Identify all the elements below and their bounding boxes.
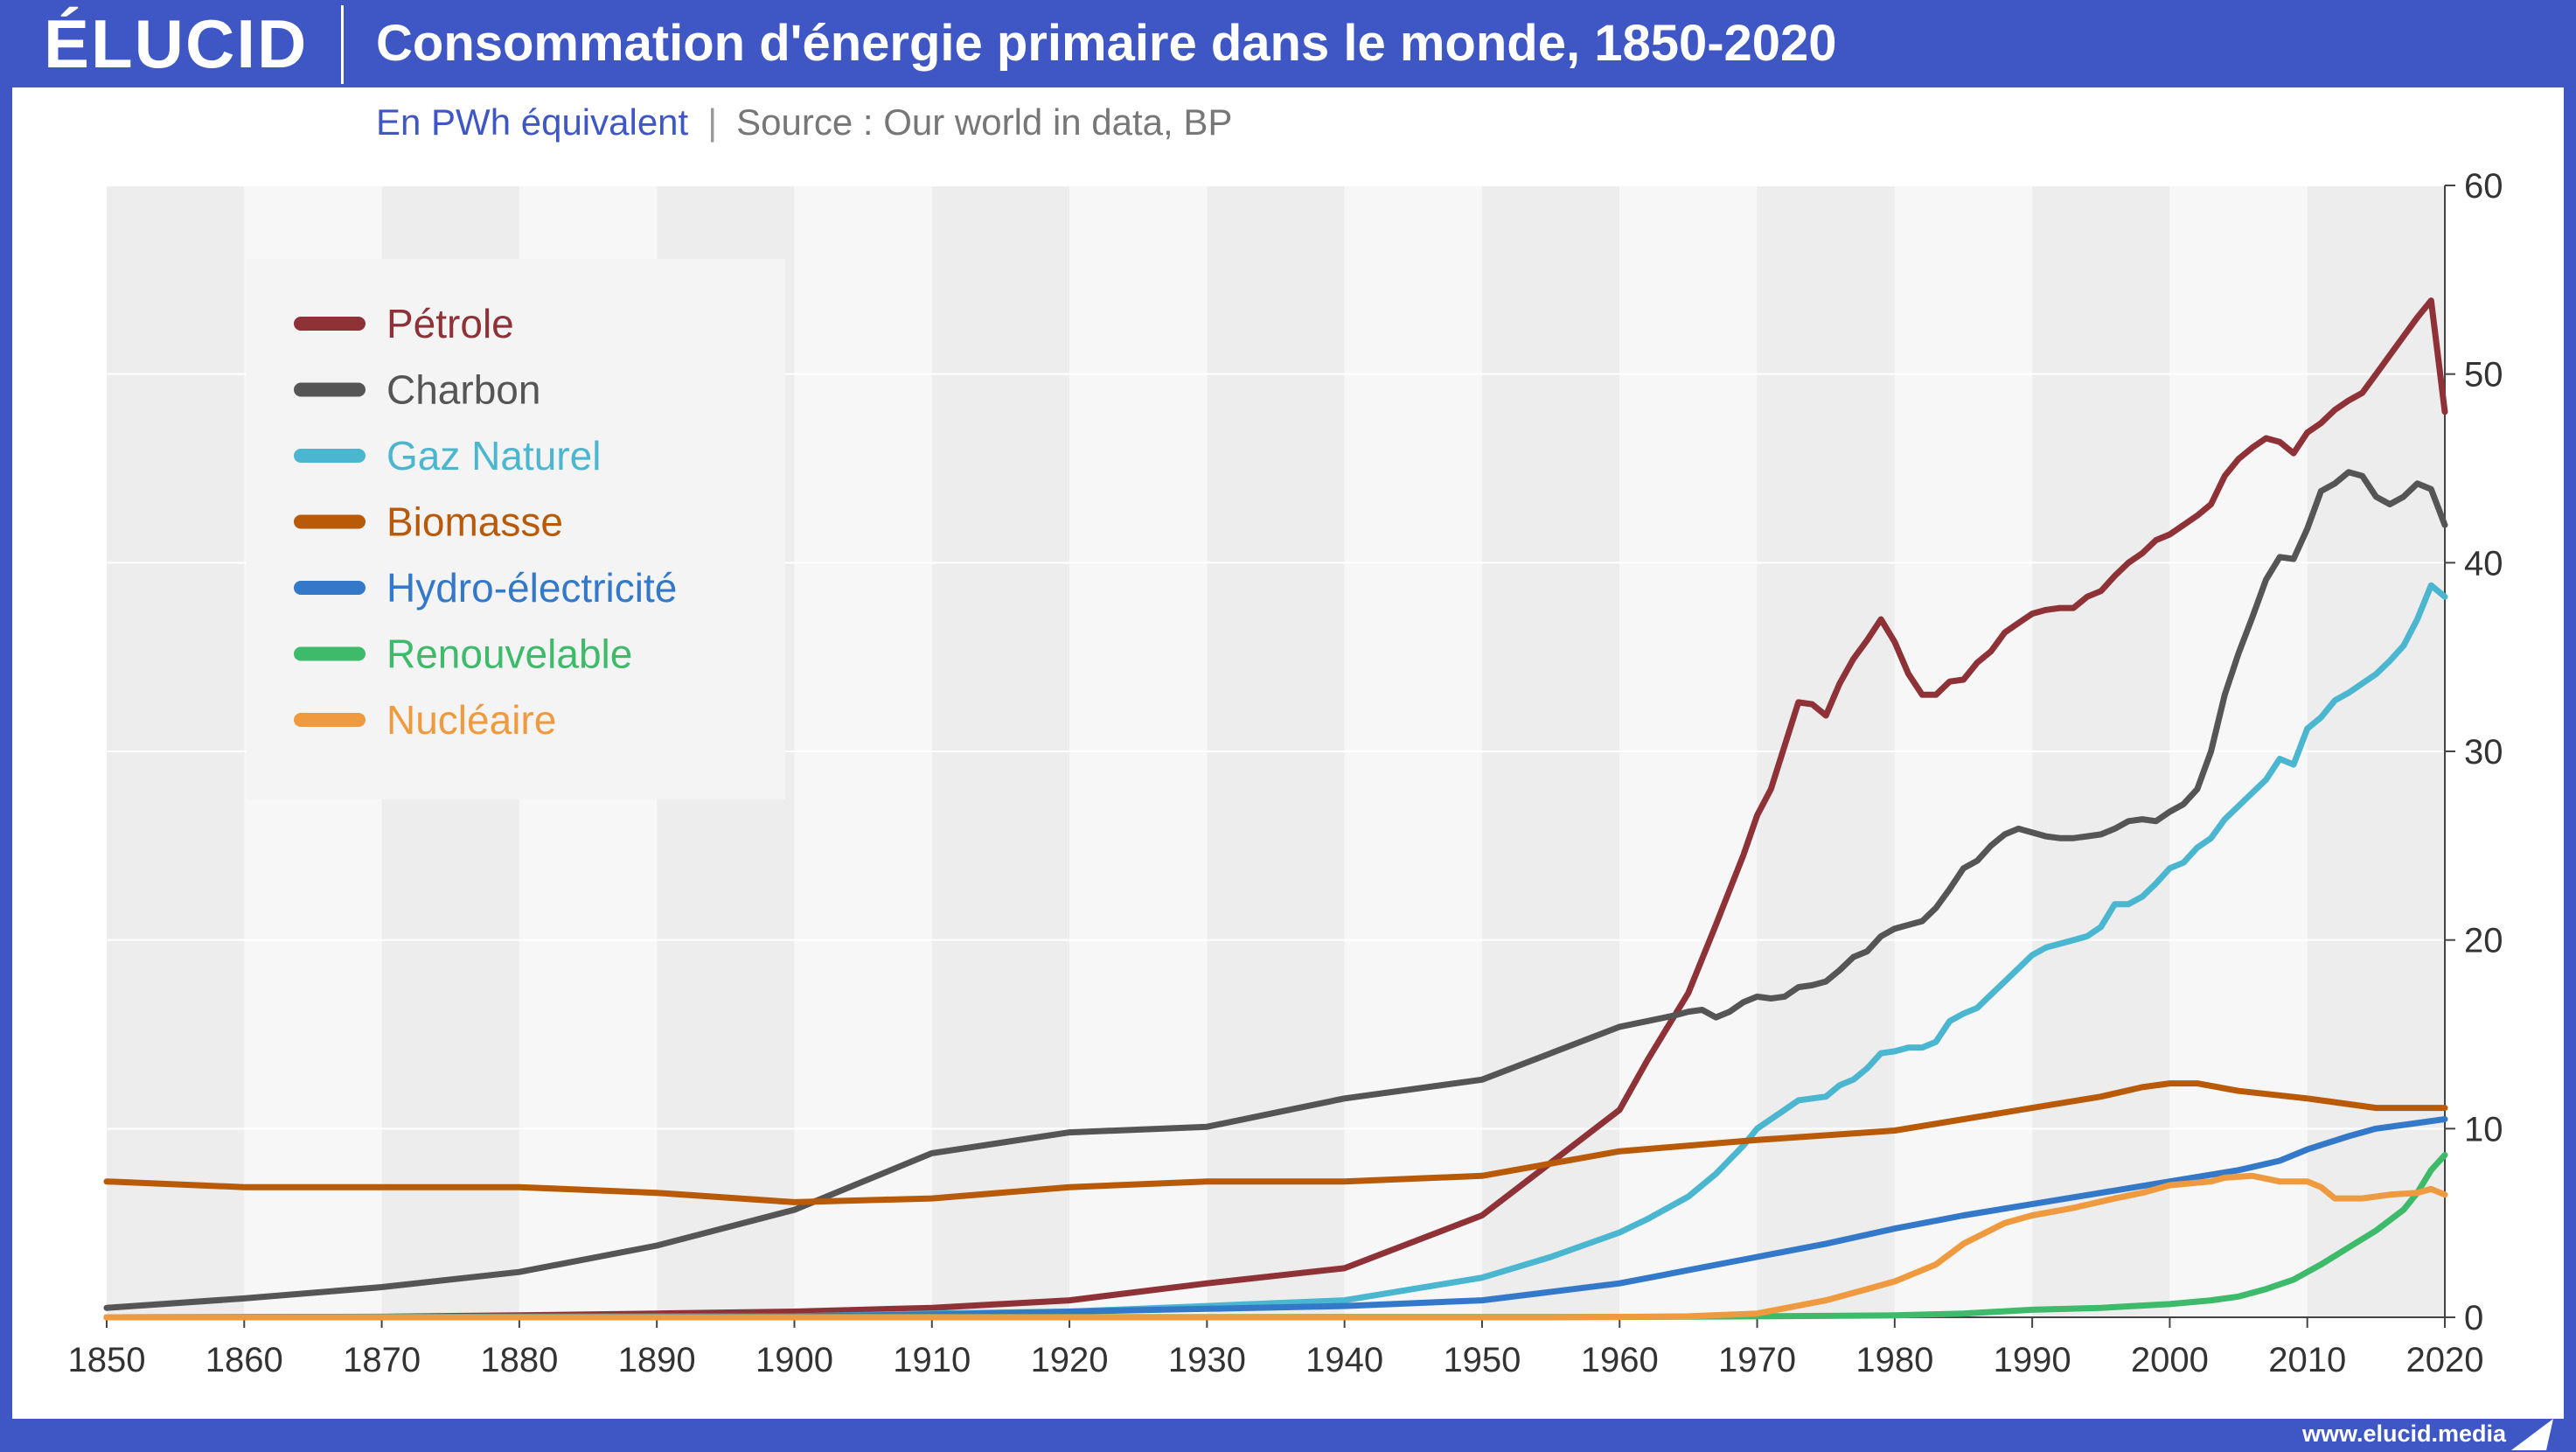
logo-divider xyxy=(341,5,344,84)
legend-label: Renouvelable xyxy=(386,632,632,677)
x-tick-label: 1900 xyxy=(755,1341,833,1379)
x-tick-label: 2020 xyxy=(2406,1341,2484,1379)
source-label: Source : Our world in data, BP xyxy=(736,101,1233,143)
series-line-biomasse xyxy=(103,1080,2448,1205)
footer-url-link[interactable]: www.elucid.media xyxy=(2301,1421,2506,1447)
x-tick-label: 1950 xyxy=(1443,1341,1521,1379)
series-line-petrole xyxy=(103,297,2448,1321)
x-tick-label: 1890 xyxy=(618,1341,696,1379)
series-line-charbon xyxy=(103,469,2448,1311)
x-tick-label: 1860 xyxy=(205,1341,283,1379)
x-tick-label: 1970 xyxy=(1718,1341,1796,1379)
legend-label: Gaz Naturel xyxy=(386,433,601,478)
x-tick-label: 1980 xyxy=(1855,1341,1933,1379)
x-tick-label: 1990 xyxy=(1994,1341,2071,1379)
y-tick-label: 40 xyxy=(2464,544,2503,583)
x-tick-label: 1870 xyxy=(343,1341,421,1379)
x-tick-label: 1880 xyxy=(480,1341,558,1379)
y-tick-label: 20 xyxy=(2464,922,2503,960)
header-bar: ÉLUCID Consommation d'énergie primaire d… xyxy=(0,0,2576,87)
y-tick-label: 30 xyxy=(2464,733,2503,771)
legend-label: Charbon xyxy=(386,367,540,413)
x-tick-label: 2010 xyxy=(2268,1341,2346,1379)
series-lines xyxy=(103,297,2448,1321)
y-tick-label: 10 xyxy=(2464,1110,2503,1148)
x-axis: 1850 1860 1870 1880 1890 1900 1910 1920 1930 1940… xyxy=(68,1316,2484,1379)
legend-label: Hydro-électricité xyxy=(386,565,677,611)
legend-label: Pétrole xyxy=(386,301,514,346)
legend-label: Nucléaire xyxy=(386,697,556,743)
legend: Pétrole Charbon Gaz Naturel Biomasse Hydro-é… xyxy=(247,259,785,799)
x-tick-label: 1930 xyxy=(1168,1341,1246,1379)
x-tick-label: 1960 xyxy=(1581,1341,1659,1379)
x-tick-label: 2000 xyxy=(2131,1341,2209,1379)
legend-label: Biomasse xyxy=(386,499,563,545)
y-axis: 0 10 20 30 40 50 60 xyxy=(2444,167,2503,1337)
series-line-gaz xyxy=(103,582,2448,1321)
chart-subtitle: En PWh équivalent | Source : Our world in … xyxy=(376,96,1232,149)
elucid-arrow-icon xyxy=(2511,1419,2553,1450)
x-tick-label: 1910 xyxy=(893,1341,971,1379)
series-line-nucleaire xyxy=(103,1172,2448,1321)
y-tick-label: 50 xyxy=(2464,356,2503,394)
chart-panel: 0 10 20 30 40 50 60 1850 1860 1870 1880 1890 1900 19… xyxy=(12,87,2564,1419)
unit-label: En PWh équivalent xyxy=(376,101,689,143)
series-line-hydro xyxy=(103,1116,2448,1321)
x-tick-label: 1920 xyxy=(1031,1341,1109,1379)
series-line-renouvelable xyxy=(103,1152,2448,1321)
legend-box xyxy=(247,259,785,799)
x-tick-label: 1940 xyxy=(1305,1341,1383,1379)
y-tick-label: 0 xyxy=(2464,1299,2483,1337)
elucid-logo[interactable]: ÉLUCID xyxy=(44,5,309,82)
y-tick-label: 60 xyxy=(2464,167,2503,206)
subtitle-separator: | xyxy=(707,101,718,143)
energy-chart: 0 10 20 30 40 50 60 1850 1860 1870 1880 1890 1900 19… xyxy=(68,167,2503,1379)
x-tick-label: 1850 xyxy=(68,1341,146,1379)
page-title: Consommation d'énergie primaire dans le … xyxy=(376,15,1837,72)
